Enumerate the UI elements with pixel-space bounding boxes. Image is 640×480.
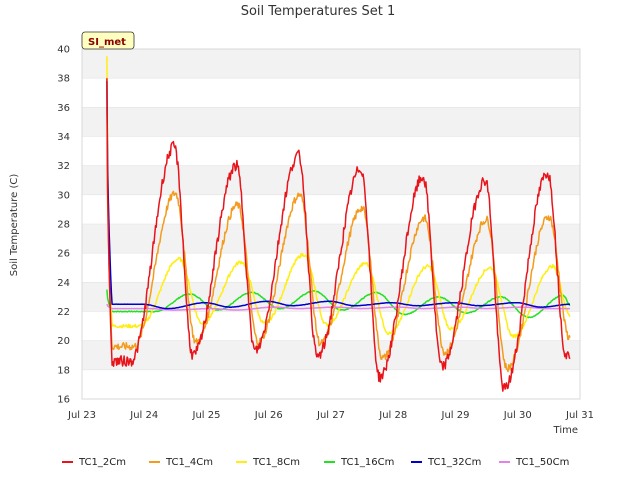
x-tick-label: Jul 31	[565, 410, 594, 421]
y-tick-label: 20	[57, 336, 70, 347]
grid-band	[82, 49, 580, 79]
series-lines	[106, 56, 571, 392]
y-tick-label: 28	[57, 220, 70, 231]
legend-label: TC1_8Cm	[252, 457, 300, 468]
grid-band	[82, 340, 580, 370]
y-tick-label: 16	[57, 395, 70, 406]
y-tick-label: 38	[57, 74, 70, 85]
series-line-tc1-50cm	[106, 303, 571, 311]
station-tag-label: SI_met	[88, 37, 126, 48]
y-tick-label: 40	[57, 45, 70, 56]
y-tick-label: 24	[57, 278, 70, 289]
y-tick-label: 30	[57, 190, 70, 201]
series-line-tc1-2cm	[106, 78, 571, 392]
x-axis-ticks: Jul 23 Jul 24 Jul 25 Jul 26 Jul 27 Jul 28 Jul …	[67, 410, 594, 421]
y-tick-label: 18	[57, 365, 70, 376]
y-tick-label: 36	[57, 103, 70, 114]
y-tick-label: 34	[57, 132, 70, 143]
x-tick-label: Jul 26	[254, 410, 283, 421]
y-tick-label: 32	[57, 161, 70, 172]
legend-label: TC1_4Cm	[165, 457, 213, 468]
x-tick-label: Jul 23	[67, 410, 96, 421]
plot-frame	[81, 48, 581, 400]
legend: TC1_2Cm TC1_4Cm TC1_8Cm TC1_16Cm TC1_32Cm TC1…	[62, 457, 569, 468]
grid-band	[82, 136, 580, 166]
legend-label: TC1_50Cm	[515, 457, 569, 468]
grid-band	[82, 107, 580, 137]
x-tick-label: Jul 24	[129, 410, 158, 421]
legend-label: TC1_32Cm	[427, 457, 481, 468]
x-tick-label: Jul 25	[192, 410, 221, 421]
chart-title: Soil Temperatures Set 1	[241, 4, 396, 19]
grid-band	[82, 224, 580, 254]
station-tag: SI_met	[81, 31, 135, 50]
legend-label: TC1_16Cm	[340, 457, 394, 468]
grid-band	[82, 78, 580, 108]
x-tick-label: Jul 28	[378, 410, 407, 421]
x-tick-label: Jul 30	[503, 410, 532, 421]
y-axis-ticks: 16 18 20 22 24 26 28 30 32 34 36 38 40	[57, 45, 70, 406]
grid-band	[82, 165, 580, 195]
station-tag-box	[81, 31, 135, 50]
y-axis-label: Soil Temperature (C)	[9, 174, 20, 277]
y-tick-label: 22	[57, 307, 70, 318]
series-line-tc1-32cm	[106, 81, 571, 310]
x-tick-label: Jul 29	[441, 410, 470, 421]
y-tick-label: 26	[57, 249, 70, 260]
x-axis-label: Time	[553, 425, 578, 436]
legend-label: TC1_2Cm	[78, 457, 126, 468]
grid-band	[82, 369, 580, 399]
x-tick-label: Jul 27	[316, 410, 345, 421]
